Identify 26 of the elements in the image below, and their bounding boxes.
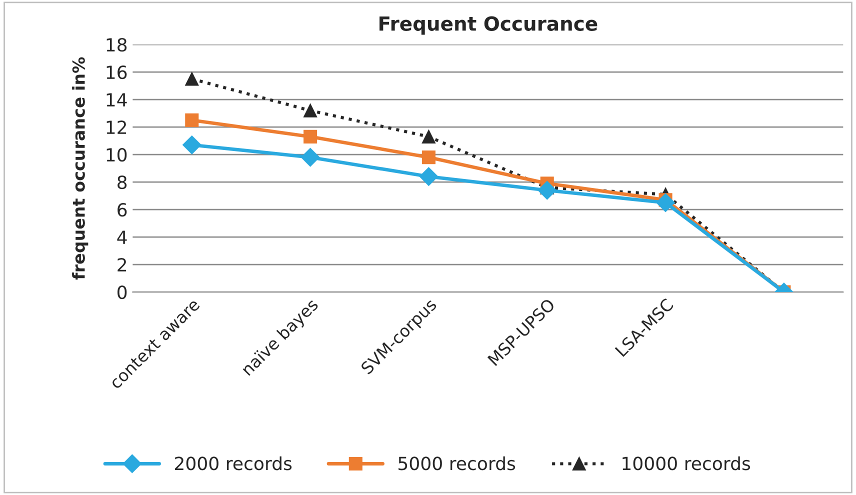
y-tick-label: 18: [106, 38, 127, 52]
point: [185, 72, 199, 86]
point: [300, 148, 320, 167]
point: [304, 104, 318, 118]
point: [538, 180, 556, 200]
y-axis-title: frequent occurance in%: [72, 57, 88, 280]
point: [182, 136, 202, 154]
point: [304, 130, 318, 144]
y-tick-label: 8: [118, 176, 127, 190]
point: [656, 193, 675, 212]
y-tick-label: 6: [118, 203, 127, 217]
y-tick-label: 16: [106, 66, 127, 80]
y-tick-label: 4: [117, 230, 127, 244]
legend-label: 5000 records: [398, 456, 516, 470]
point: [422, 130, 436, 144]
point: [422, 150, 436, 164]
point: [185, 113, 199, 127]
legend-label: 10000 records: [622, 456, 750, 470]
y-tick-label: 14: [106, 93, 127, 106]
point: [419, 167, 438, 186]
y-tick-label: 2: [118, 258, 126, 272]
y-tick-label: 12: [106, 120, 126, 134]
y-tick-label: 0: [118, 286, 127, 300]
y-tick-label: 10: [106, 148, 127, 162]
chart-title: Frequent Occurance: [380, 16, 598, 35]
legend-label: 2000 records: [175, 456, 292, 470]
